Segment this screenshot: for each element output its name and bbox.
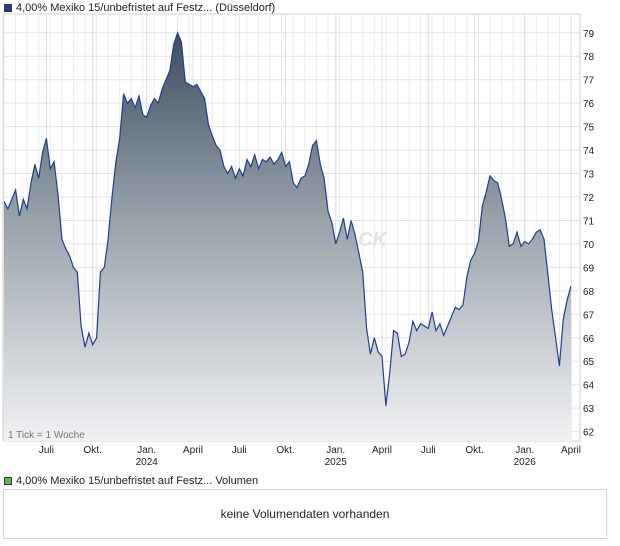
y-tick-label: 70 (583, 240, 595, 251)
x-tick-label: April (561, 445, 581, 456)
price-line (3, 31, 572, 406)
x-tick-label: Okt. (84, 445, 102, 456)
price-area (4, 32, 571, 442)
y-tick-label: 65 (583, 357, 595, 368)
y-tick-label: 76 (583, 99, 595, 110)
y-tick-label: 63 (583, 404, 595, 415)
x-tick-label: Okt. (276, 445, 294, 456)
volume-legend-swatch (4, 477, 12, 485)
x-tick-label: April (372, 445, 392, 456)
x-tick-label: Jan. (515, 445, 534, 456)
price-legend-label: 4,00% Mexiko 15/unbefristet auf Festz...… (16, 2, 276, 14)
x-tick-label: Juli (421, 445, 436, 456)
y-tick-label: 62 (583, 428, 595, 439)
volume-panel: keine Volumendaten vorhanden (3, 489, 607, 539)
tick-note: 1 Tick = 1 Woche (8, 430, 85, 441)
x-tick-label: Juli (39, 445, 54, 456)
y-tick-label: 72 (583, 193, 595, 204)
y-axis-ticks: 62 63 64 65 66 67 68 69 70 71 72 73 74 75 76 77 78 79 (583, 29, 595, 439)
x-tick-label: April (183, 445, 203, 456)
volume-legend: 4,00% Mexiko 15/unbefristet auf Festz...… (4, 474, 258, 488)
x-tick-label: Juli (232, 445, 247, 456)
y-tick-label: 66 (583, 334, 595, 345)
volume-message: keine Volumendaten vorhanden (220, 507, 390, 521)
y-tick-label: 69 (583, 263, 595, 274)
y-tick-label: 75 (583, 123, 595, 134)
y-tick-label: 73 (583, 170, 595, 181)
x-tick-year: 2026 (514, 457, 537, 468)
x-tick-label: Okt. (465, 445, 483, 456)
y-tick-label: 68 (583, 287, 595, 298)
y-tick-label: 79 (583, 29, 595, 40)
price-legend: 4,00% Mexiko 15/unbefristet auf Festz...… (4, 1, 275, 15)
x-tick-year: 2024 (136, 457, 159, 468)
x-tick-year: 2025 (325, 457, 348, 468)
price-legend-swatch (4, 4, 12, 12)
y-tick-label: 78 (583, 52, 595, 63)
watermark: CK (358, 229, 388, 251)
y-tick-label: 64 (583, 381, 595, 392)
y-tick-label: 77 (583, 76, 595, 87)
x-tick-label: Jan. (326, 445, 345, 456)
y-tick-label: 71 (583, 216, 595, 227)
y-tick-label: 67 (583, 310, 595, 321)
x-tick-label: Jan. (137, 445, 156, 456)
volume-legend-label: 4,00% Mexiko 15/unbefristet auf Festz...… (16, 475, 259, 487)
y-tick-label: 74 (583, 146, 595, 157)
